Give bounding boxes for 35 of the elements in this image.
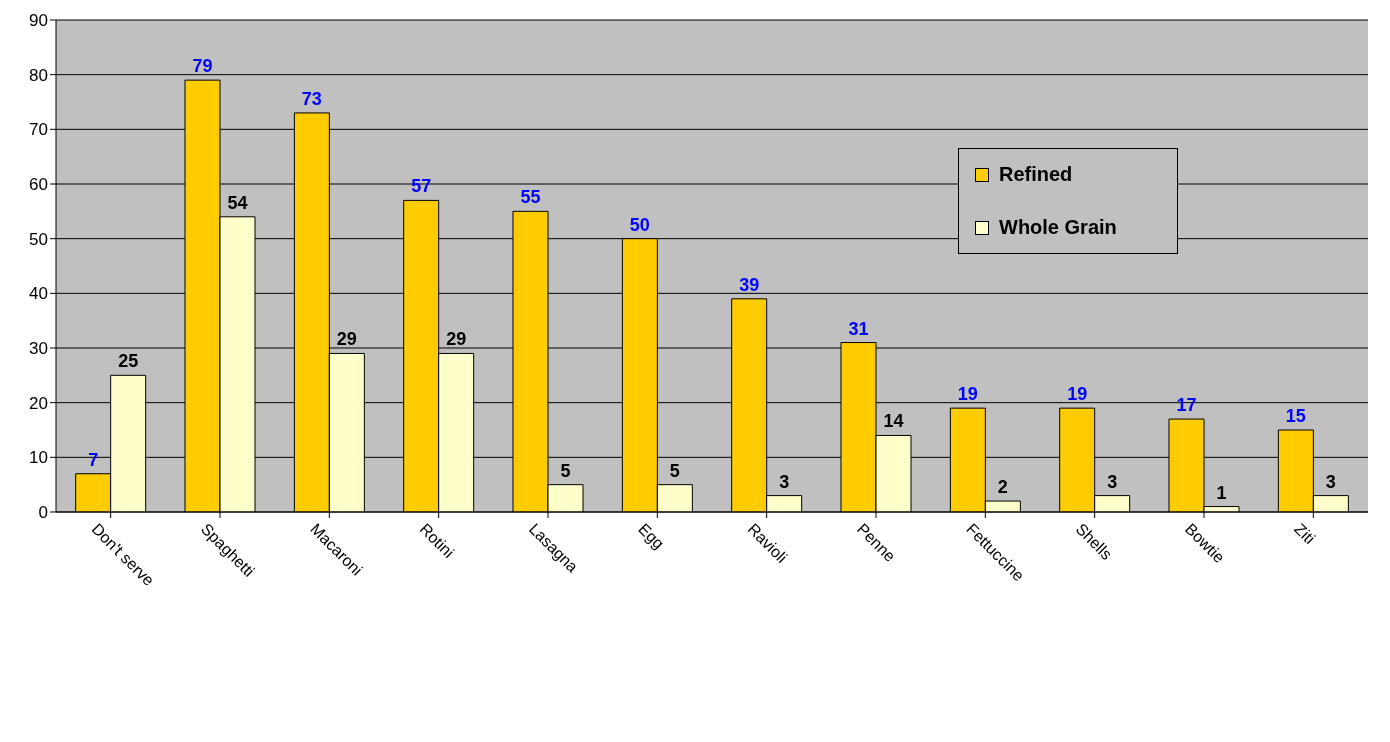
data-label: 55 (520, 187, 541, 208)
y-tick-label: 70 (29, 120, 48, 140)
data-label: 5 (560, 460, 571, 481)
data-label: 14 (883, 411, 904, 432)
data-label: 39 (739, 274, 760, 295)
data-label: 29 (336, 329, 357, 350)
data-label: 31 (848, 318, 869, 339)
data-label: 19 (1067, 384, 1088, 405)
y-tick-label: 10 (29, 448, 48, 468)
data-label: 54 (227, 192, 248, 213)
y-tick-label: 50 (29, 229, 48, 249)
data-label: 73 (301, 88, 322, 109)
data-label: 50 (629, 214, 650, 235)
data-label: 1 (1216, 482, 1227, 503)
y-tick-label: 60 (29, 175, 48, 195)
data-label: 3 (779, 471, 790, 492)
y-tick-label: 20 (29, 393, 48, 413)
data-label: 79 (192, 56, 213, 77)
data-label: 25 (118, 351, 139, 372)
data-label: 57 (411, 176, 432, 197)
legend-label: Whole Grain (999, 216, 1117, 239)
data-label: 3 (1107, 471, 1118, 492)
data-label: 2 (997, 477, 1008, 498)
y-tick-label: 90 (29, 11, 48, 31)
y-tick-label: 30 (29, 339, 48, 359)
data-label: 15 (1285, 406, 1306, 426)
y-tick-label: 40 (29, 284, 48, 304)
legend-label: Refined (999, 163, 1073, 186)
data-label: 5 (669, 460, 680, 481)
y-tick-label: 80 (29, 65, 48, 85)
y-tick-label: 0 (38, 503, 48, 523)
data-label: 3 (1325, 471, 1336, 492)
x-tick-label: Ziti (1291, 520, 1319, 548)
data-label: 29 (446, 329, 467, 350)
data-label: 19 (957, 384, 978, 405)
